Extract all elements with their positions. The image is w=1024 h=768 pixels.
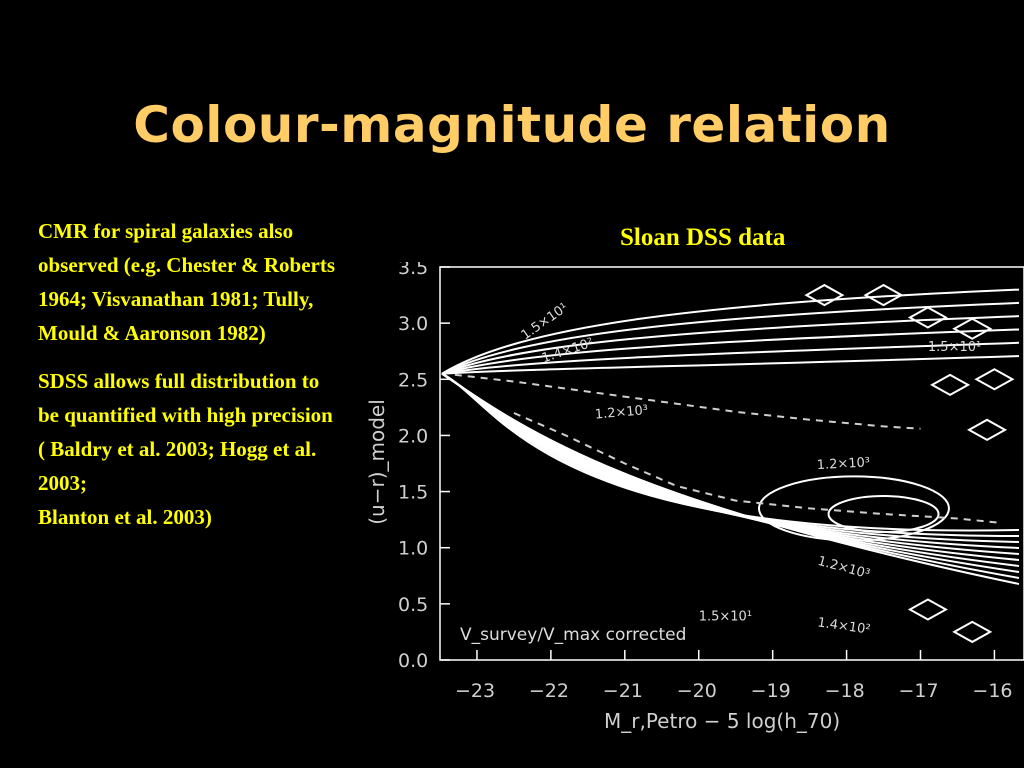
- contour-island: [907, 598, 948, 621]
- contour-island: [907, 306, 948, 329]
- x-tick-label: −17: [899, 680, 939, 702]
- plot-frame: [439, 266, 1024, 661]
- contour-line-upper: [441, 301, 1020, 375]
- bullet-sdss: SDSS allows full distribution to be quan…: [38, 369, 333, 495]
- plot-annotation: V_survey/V_max corrected: [460, 625, 686, 645]
- x-tick-label: −18: [825, 680, 865, 702]
- y-tick-label: 2.0: [398, 425, 428, 447]
- cmr-contour-plot: 0.0 0.5 1.0 1.5 2.0 2.5 3.0 3.5 −23 −22 −21 −20 −19 −…: [350, 262, 1024, 768]
- x-tick-label: −20: [677, 680, 717, 702]
- contour-core: [757, 475, 950, 542]
- y-tick-label: 3.5: [398, 262, 428, 279]
- contour-island: [952, 317, 993, 340]
- contour-line-upper: [441, 355, 1020, 375]
- ridge-lines: [454, 373, 1002, 524]
- contour-island: [952, 620, 993, 644]
- slide-title: Colour-magnitude relation: [133, 96, 891, 154]
- contour-label: 1.2×10³: [816, 455, 870, 473]
- contour-island: [930, 373, 971, 397]
- x-tick-label: −19: [751, 680, 791, 702]
- contour-line-upper: [441, 315, 1020, 375]
- contour-label: 1.4×10²: [816, 615, 871, 637]
- x-tick-label: −23: [455, 680, 495, 702]
- x-tick-label: −16: [972, 680, 1012, 702]
- contour-lines: [441, 283, 1020, 644]
- contour-island: [804, 283, 845, 307]
- y-tick-label: 1.0: [398, 538, 428, 560]
- y-tick-label: 3.0: [398, 313, 428, 335]
- axis-ticks: 0.0 0.5 1.0 1.5 2.0 2.5 3.0 3.5 −23 −22 −21 −20 −19 −…: [398, 262, 1013, 702]
- y-tick-label: 0.5: [398, 594, 428, 616]
- plot-border: [439, 266, 1024, 661]
- x-tick-label: −22: [529, 680, 569, 702]
- y-axis-label: (u−r)_model: [365, 399, 389, 525]
- contour-island: [966, 418, 1008, 441]
- ridge-line: [454, 373, 921, 430]
- x-axis-label: M_r,Petro − 5 log(h_70): [604, 709, 840, 733]
- contour-line-upper: [441, 328, 1020, 375]
- ridge-line: [513, 412, 1002, 524]
- contour-island: [863, 283, 904, 307]
- y-tick-label: 0.0: [398, 650, 428, 672]
- contour-line-upper: [441, 341, 1020, 375]
- bullet-sdss-cont: Blanton et al. 2003): [38, 505, 212, 529]
- bullet-cmr-spirals: CMR for spiral galaxies also observed (e…: [38, 219, 336, 345]
- contour-core: [827, 495, 940, 534]
- bullet-list: CMR for spiral galaxies also observed (e…: [38, 214, 338, 548]
- y-tick-label: 1.5: [398, 482, 428, 504]
- contour-label: 1.2×10³: [594, 403, 648, 423]
- y-tick-label: 2.5: [398, 369, 428, 391]
- figure-caption: Sloan DSS data: [620, 224, 786, 251]
- contour-line-lower: [441, 372, 1020, 585]
- contour-label: 1.5×10¹: [699, 610, 752, 625]
- contour-island: [974, 368, 1015, 391]
- x-tick-label: −21: [603, 680, 643, 702]
- contour-label: 1.5×10¹: [928, 340, 981, 355]
- contour-line-upper: [441, 288, 1020, 375]
